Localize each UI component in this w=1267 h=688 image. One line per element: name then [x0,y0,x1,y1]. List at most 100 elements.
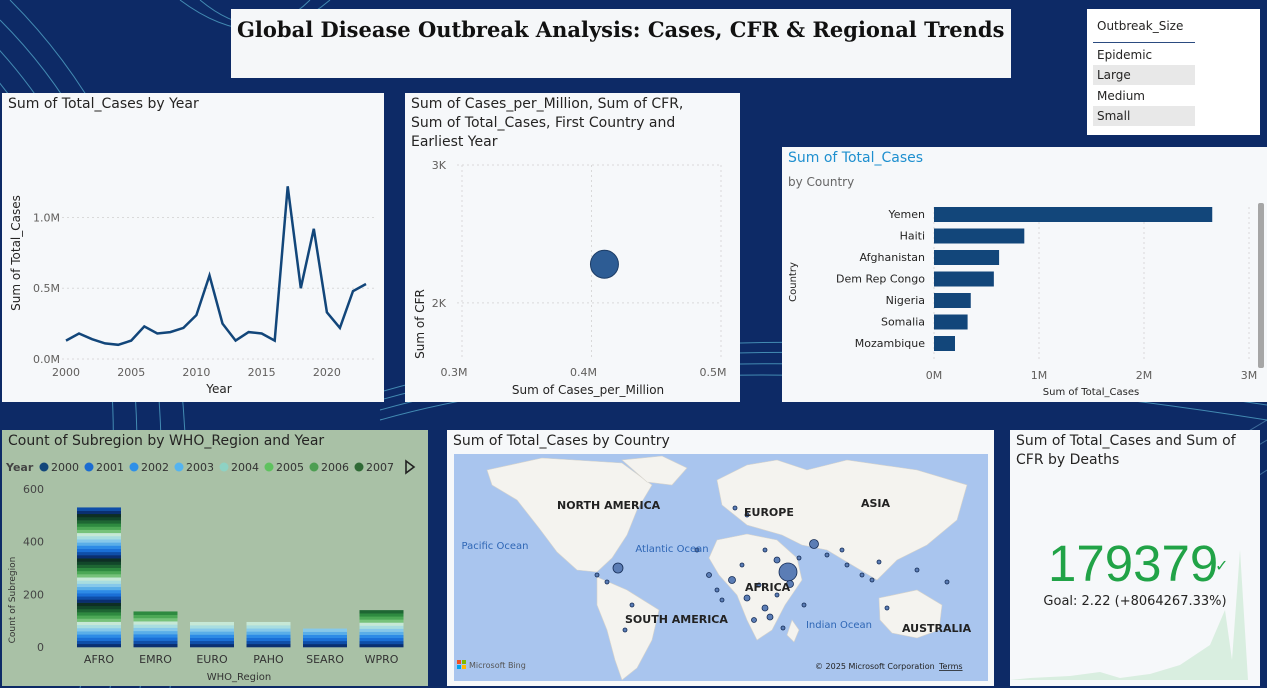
stacked-segment[interactable] [77,627,121,632]
stacked-segment[interactable] [359,610,404,614]
stacked-segment[interactable] [77,523,121,527]
legend-item[interactable]: 2006 [321,461,349,474]
stacked-segment[interactable] [359,637,404,642]
scatter-chart-panel[interactable]: Sum of Cases_per_Million, Sum of CFR, Su… [405,93,740,402]
stacked-segment[interactable] [303,631,347,636]
bar-scrollbar[interactable] [1258,203,1264,368]
stacked-segment[interactable] [77,640,121,645]
bar-yemen[interactable] [934,207,1213,222]
stacked-segment[interactable] [359,613,404,617]
stacked-segment[interactable] [190,637,234,642]
stacked-segment[interactable] [246,625,291,629]
stacked-segment[interactable] [77,526,121,530]
stacked-segment[interactable] [77,520,121,524]
slicer-option-small[interactable]: Small [1093,106,1195,126]
stacked-segment[interactable] [246,628,291,632]
stacked-segment[interactable] [133,614,178,619]
stacked-segment[interactable] [190,628,234,632]
stacked-segment[interactable] [133,643,178,648]
slicer-option-large[interactable]: Large [1093,65,1195,85]
stacked-segment[interactable] [77,596,121,600]
stacked-segment[interactable] [77,631,121,635]
slicer-option-epidemic[interactable]: Epidemic [1093,45,1195,65]
stacked-segment[interactable] [77,637,121,641]
stacked-segment[interactable] [77,583,121,588]
stacked-segment[interactable] [246,634,291,638]
legend-item[interactable]: 2001 [96,461,124,474]
stacked-segment[interactable] [77,567,121,572]
map-terms-link[interactable]: Terms [938,662,963,671]
stacked-segment[interactable] [77,516,121,521]
stacked-segment[interactable] [359,616,404,620]
stacked-segment[interactable] [77,612,121,616]
stacked-segment[interactable] [77,586,121,591]
legend-item[interactable]: 2005 [276,461,304,474]
map-panel[interactable]: Sum of Total_Cases by Country [447,430,994,686]
stacked-segment[interactable] [77,545,121,549]
stacked-segment[interactable] [77,513,121,518]
stacked-segment[interactable] [190,643,234,648]
stacked-segment[interactable] [359,634,404,639]
stacked-column-panel[interactable]: Count of Subregion by WHO_Region and Yea… [2,430,428,686]
stacked-segment[interactable] [246,643,291,648]
stacked-segment[interactable] [359,643,404,648]
legend-item[interactable]: 2003 [186,461,214,474]
stacked-segment[interactable] [359,640,404,645]
legend-item[interactable]: 2002 [141,461,169,474]
stacked-segment[interactable] [77,643,121,648]
stacked-segment[interactable] [77,615,121,619]
stacked-segment[interactable] [133,624,178,628]
stacked-segment[interactable] [133,611,178,615]
stacked-segment[interactable] [246,640,291,645]
stacked-segment[interactable] [246,631,291,635]
stacked-segment[interactable] [190,625,234,629]
stacked-segment[interactable] [77,608,121,613]
stacked-segment[interactable] [133,630,178,635]
stacked-segment[interactable] [77,507,121,511]
stacked-segment[interactable] [133,621,178,625]
stacked-segment[interactable] [77,510,121,515]
slicer-option-medium[interactable]: Medium [1093,86,1195,106]
bar-nigeria[interactable] [934,293,971,308]
stacked-segment[interactable] [133,617,178,622]
stacked-segment[interactable] [190,631,234,635]
stacked-segment[interactable] [77,561,121,565]
country-bar-panel[interactable]: Sum of Total_Cases by Country Yemen Haiti… [782,147,1267,402]
stacked-segment[interactable] [77,589,121,594]
legend-item[interactable]: 2000 [51,461,79,474]
stacked-segment[interactable] [303,634,347,639]
legend-next-arrow-icon[interactable] [405,459,416,475]
stacked-segment[interactable] [303,640,347,645]
bar-afghanistan[interactable] [934,250,1000,265]
stacked-segment[interactable] [359,631,404,636]
stacked-segment[interactable] [77,564,121,569]
stacked-segment[interactable] [77,593,121,597]
stacked-segment[interactable] [77,532,121,537]
stacked-segment[interactable] [133,627,178,632]
stacked-segment[interactable] [190,634,234,638]
stacked-segment[interactable] [246,637,291,642]
legend-item[interactable]: 2004 [231,461,259,474]
stacked-segment[interactable] [77,634,121,638]
stacked-segment[interactable] [77,621,121,626]
legend-item[interactable]: 2007 [366,461,394,474]
stacked-segment[interactable] [77,605,121,610]
stacked-segment[interactable] [77,624,121,629]
stacked-segment[interactable] [359,619,404,623]
kpi-panel[interactable]: Sum of Total_Cases and Sum of CFR by Dea… [1010,430,1260,686]
stacked-segment[interactable] [77,602,121,607]
stacked-segment[interactable] [77,599,121,603]
stacked-segment[interactable] [77,551,121,556]
stacked-segment[interactable] [303,637,347,642]
bar-somalia[interactable] [934,314,968,330]
stacked-segment[interactable] [77,580,121,584]
stacked-segment[interactable] [77,574,121,578]
stacked-segment[interactable] [303,628,347,632]
stacked-segment[interactable] [77,535,121,540]
stacked-segment[interactable] [133,637,178,641]
stacked-segment[interactable] [246,621,291,626]
scatter-point[interactable] [589,249,619,279]
stacked-segment[interactable] [77,548,121,553]
stacked-segment[interactable] [303,643,347,648]
stacked-segment[interactable] [77,570,121,575]
